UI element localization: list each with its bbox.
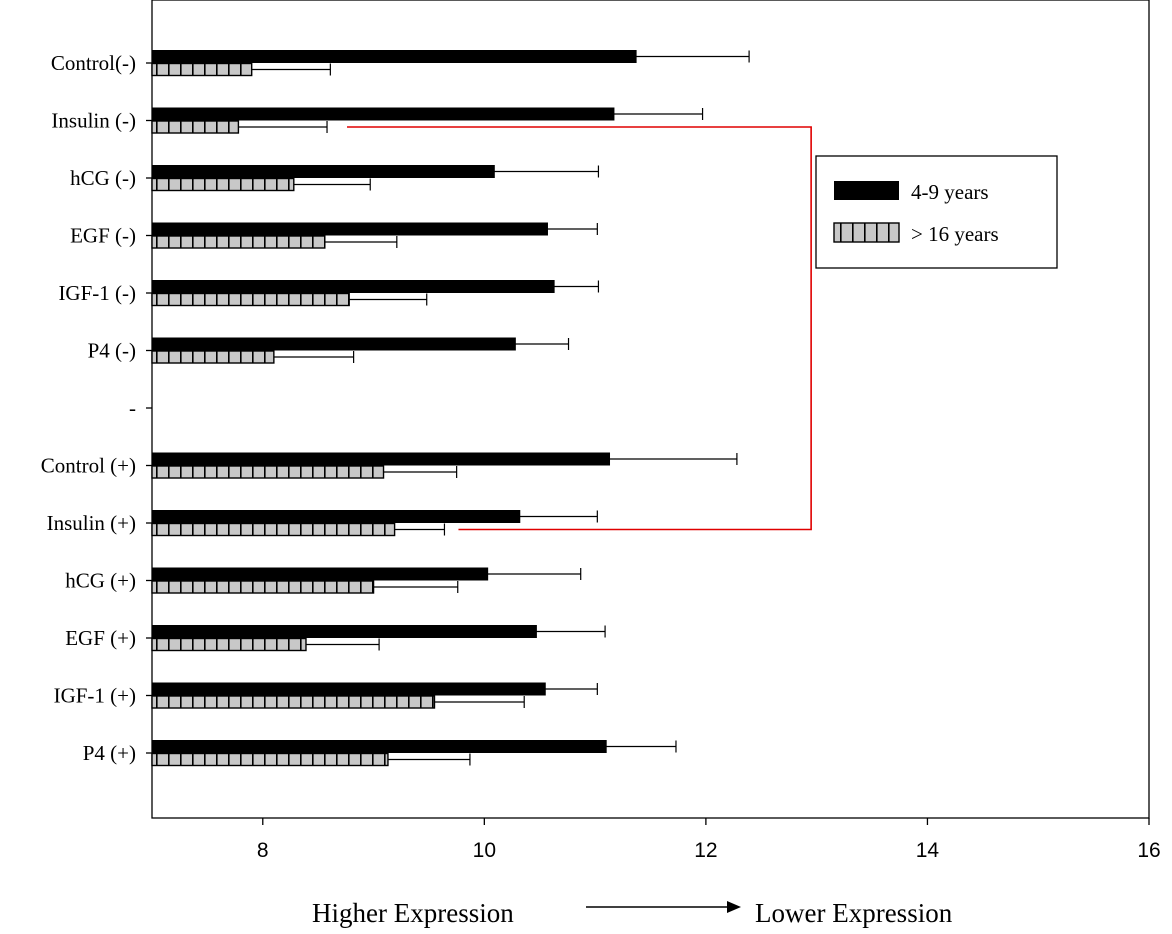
bar-young-igf-1 (151, 280, 555, 293)
bar-young-control (151, 452, 611, 466)
plot-frame (151, 0, 1150, 819)
bar-old-egf (151, 235, 326, 249)
category-label-p4: P4 (-) (88, 339, 136, 363)
bar-old-igf-1 (151, 695, 436, 709)
x-axis-label-right: Lower Expression (755, 898, 953, 928)
legend-swatch-16-years (833, 222, 900, 243)
bar-young-hcg (151, 165, 495, 178)
category-label-control: Control (+) (41, 454, 136, 478)
x-tick-label-10: 10 (473, 839, 496, 862)
bar-old-insulin (151, 522, 396, 537)
category-label-egf: EGF (+) (65, 626, 136, 650)
category-labels: Control(-) Insulin (-) hCG (-) EGF (-) IGF-1… (41, 51, 152, 765)
x-axis-arrow-head (727, 901, 741, 913)
category-label-control: Control(-) (51, 51, 136, 75)
category-label-hcg: hCG (+) (65, 569, 136, 593)
bar-old-hcg (151, 177, 295, 192)
bars-group (151, 50, 750, 767)
bar-old-hcg (151, 580, 375, 594)
bar-young-egf (151, 222, 548, 236)
x-tick-label-8: 8 (257, 839, 269, 862)
bar-old-p4 (151, 752, 389, 767)
category-label-igf-1: IGF-1 (+) (54, 684, 136, 708)
bar-young-hcg (151, 567, 489, 581)
category-label-p4: P4 (+) (83, 741, 136, 765)
legend-label-16-years: > 16 years (911, 222, 999, 246)
legend: 4-9 years > 16 years (815, 155, 1058, 269)
bar-old-igf-1 (151, 292, 350, 307)
significance-bracket (347, 126, 812, 531)
category-label-hcg: hCG (-) (70, 166, 136, 190)
legend-swatch-4-9-years (834, 181, 899, 200)
category-label-igf-1: IGF-1 (-) (58, 281, 136, 305)
bar-old-p4 (151, 350, 275, 364)
legend-label-4-9-years: 4-9 years (911, 180, 989, 204)
legend-box (815, 155, 1058, 269)
bar-old-egf (151, 637, 307, 652)
bar-young-egf (151, 625, 537, 638)
category-label-blank: - (129, 396, 136, 420)
category-label-egf: EGF (-) (70, 224, 136, 248)
bar-old-control (151, 465, 385, 479)
bar-old-insulin (151, 120, 240, 134)
bar-young-p4 (151, 740, 607, 753)
x-tick-label-16: 16 (1137, 839, 1160, 862)
bar-young-insulin (151, 510, 521, 523)
bar-old-control (151, 62, 253, 77)
x-tick-label-12: 12 (694, 839, 717, 862)
category-label-insulin: Insulin (+) (47, 511, 136, 535)
x-tick-label-14: 14 (916, 839, 940, 862)
bar-young-insulin (151, 107, 615, 121)
category-label-insulin: Insulin (-) (51, 109, 136, 133)
bar-young-igf-1 (151, 682, 546, 696)
bar-young-p4 (151, 337, 516, 351)
x-axis: 8 10 12 14 16 (257, 818, 1161, 862)
x-axis-label-left: Higher Expression (312, 898, 514, 928)
bar-young-control (151, 50, 637, 63)
